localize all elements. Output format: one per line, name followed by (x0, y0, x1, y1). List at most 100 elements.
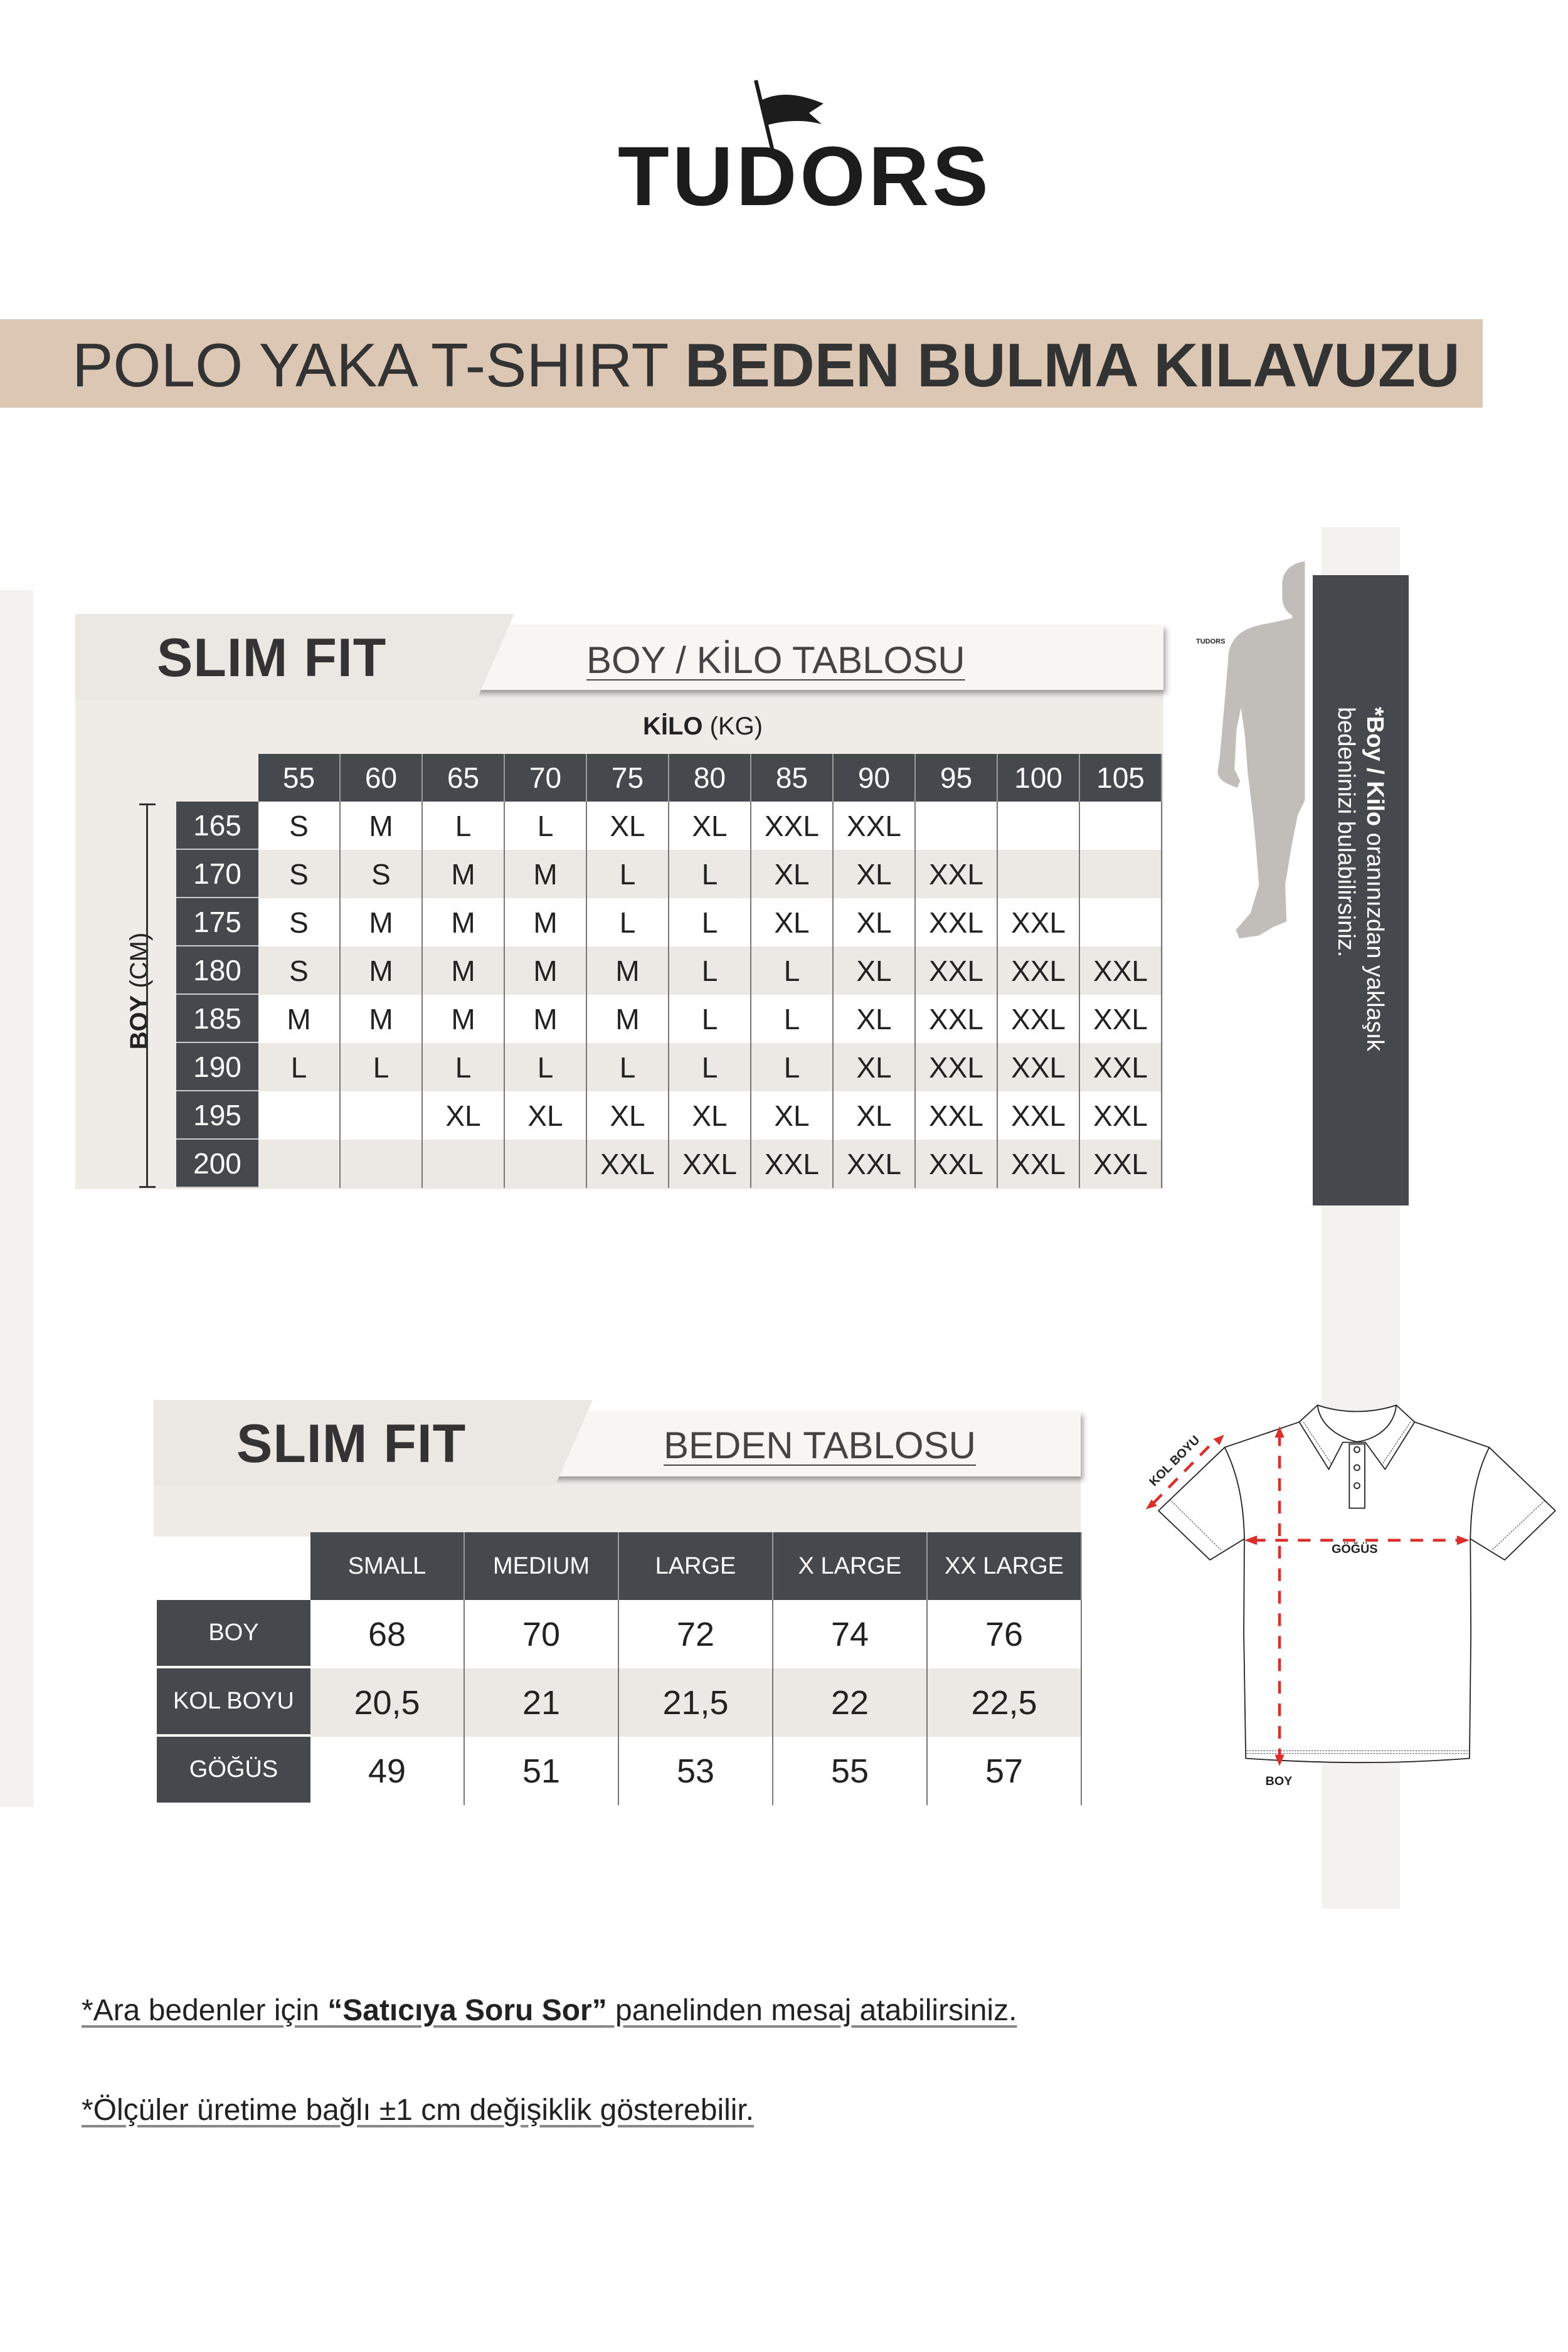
slim-fit-label: SLIM FIT (157, 628, 387, 688)
slim-fit-tab-2 (154, 1400, 593, 1486)
size-header: LARGE (619, 1532, 773, 1600)
corner-cell (176, 754, 258, 802)
size-cell (1080, 898, 1162, 946)
size-cell: XL (587, 802, 669, 850)
measure-label: GÖĞÜS (157, 1737, 310, 1805)
note-tolerance: *Ölçüler üretime bağlı ±1 cm değişiklik … (82, 2094, 755, 2127)
size-cell (258, 1140, 341, 1188)
boy-bracket (139, 803, 156, 1188)
weight-header: 55 (258, 754, 341, 802)
logo-text: TUDORS (618, 130, 992, 223)
boy-kilo-title: BOY / KİLO TABLOSU (586, 639, 965, 681)
size-cell: S (258, 946, 341, 995)
size-cell: M (341, 995, 423, 1043)
size-cell: L (258, 1043, 341, 1091)
small-logo: TUDORS (1196, 638, 1226, 645)
weight-header: 75 (587, 754, 669, 802)
size-cell: XL (751, 1091, 834, 1140)
measure-cell: 22 (773, 1668, 928, 1737)
size-cell: XXL (1080, 995, 1162, 1043)
size-cell: XXL (1080, 1043, 1162, 1091)
size-cell: L (587, 850, 669, 898)
height-label: 165 (176, 802, 258, 850)
size-cell: S (341, 850, 423, 898)
size-cell: XL (669, 802, 751, 850)
title-banner (0, 319, 1483, 408)
boy-kilo-hint: *Boy / Kilo oranınızdan yaklaşık bedenin… (1313, 575, 1409, 1205)
size-cell: M (505, 898, 587, 946)
weight-header: 95 (916, 754, 998, 802)
size-cell: XXL (998, 898, 1080, 946)
measure-cell: 72 (619, 1600, 773, 1668)
corner-cell (157, 1532, 310, 1600)
size-cell: XL (834, 898, 916, 946)
height-label: 195 (176, 1091, 258, 1140)
size-cell (341, 1140, 423, 1188)
size-cell: XXL (1080, 946, 1162, 995)
measure-cell: 49 (310, 1737, 465, 1805)
size-cell: M (505, 995, 587, 1043)
brand-logo: TUDORS (618, 75, 988, 223)
size-cell: M (423, 850, 505, 898)
size-cell (341, 1091, 423, 1140)
size-cell: XL (834, 946, 916, 995)
size-cell: XXL (834, 1140, 916, 1188)
weight-header: 100 (998, 754, 1080, 802)
size-cell: L (751, 1043, 834, 1091)
size-cell: XXL (916, 995, 998, 1043)
size-header: X LARGE (773, 1532, 928, 1600)
boy-kilo-table: 55 60 65 70 75 80 85 90 95 100 105 165 S M L L XL XL XXL XX… (176, 754, 1162, 1188)
size-cell: L (587, 898, 669, 946)
size-cell: M (587, 995, 669, 1043)
size-cell: XL (505, 1091, 587, 1140)
size-cell: M (423, 995, 505, 1043)
title-light: POLO YAKA T-SHIRT (72, 331, 668, 400)
size-cell (505, 1140, 587, 1188)
size-cell (423, 1140, 505, 1188)
height-label: 185 (176, 995, 258, 1043)
boy-label: BOY (1266, 1774, 1293, 1788)
size-header: SMALL (310, 1532, 465, 1600)
size-cell: M (587, 946, 669, 995)
size-cell: M (505, 850, 587, 898)
size-cell: M (258, 995, 341, 1043)
size-cell: XXL (751, 802, 834, 850)
measure-cell: 53 (619, 1737, 773, 1805)
size-cell: XL (834, 995, 916, 1043)
size-cell: L (505, 802, 587, 850)
weight-header: 85 (751, 754, 834, 802)
size-cell: S (258, 898, 341, 946)
size-cell: XXL (1080, 1140, 1162, 1188)
weight-header: 70 (505, 754, 587, 802)
measure-cell: 70 (465, 1600, 619, 1668)
hint-text: *Boy / Kilo oranınızdan yaklaşık bedenin… (1333, 707, 1388, 1052)
size-header: XX LARGE (928, 1532, 1082, 1600)
measure-cell: 51 (465, 1737, 619, 1805)
beden-title: BEDEN TABLOSU (664, 1424, 976, 1466)
size-cell: L (341, 1043, 423, 1091)
size-cell: XL (587, 1091, 669, 1140)
size-cell: L (423, 1043, 505, 1091)
size-cell: S (258, 802, 341, 850)
note-intermediate-sizes: *Ara bedenler için “Satıcıya Soru Sor” p… (82, 1994, 1017, 2027)
size-cell: XXL (916, 946, 998, 995)
size-cell: XXL (998, 995, 1080, 1043)
size-cell: XXL (916, 850, 998, 898)
size-cell: XL (751, 898, 834, 946)
measure-cell: 57 (928, 1737, 1082, 1805)
size-header: MEDIUM (465, 1532, 619, 1600)
title-bold: BEDEN BULMA KILAVUZU (684, 331, 1460, 400)
size-cell: XL (834, 1043, 916, 1091)
size-cell: XXL (751, 1140, 834, 1188)
size-cell: XL (834, 850, 916, 898)
human-silhouette (1217, 561, 1305, 939)
measure-cell: 55 (773, 1737, 928, 1805)
size-cell (916, 802, 998, 850)
measure-cell: 21 (465, 1668, 619, 1737)
measure-cell: 68 (310, 1600, 465, 1668)
size-cell: XL (751, 850, 834, 898)
size-cell: XXL (998, 1091, 1080, 1140)
height-label: 175 (176, 898, 258, 946)
size-cell (998, 802, 1080, 850)
size-cell (1080, 802, 1162, 850)
